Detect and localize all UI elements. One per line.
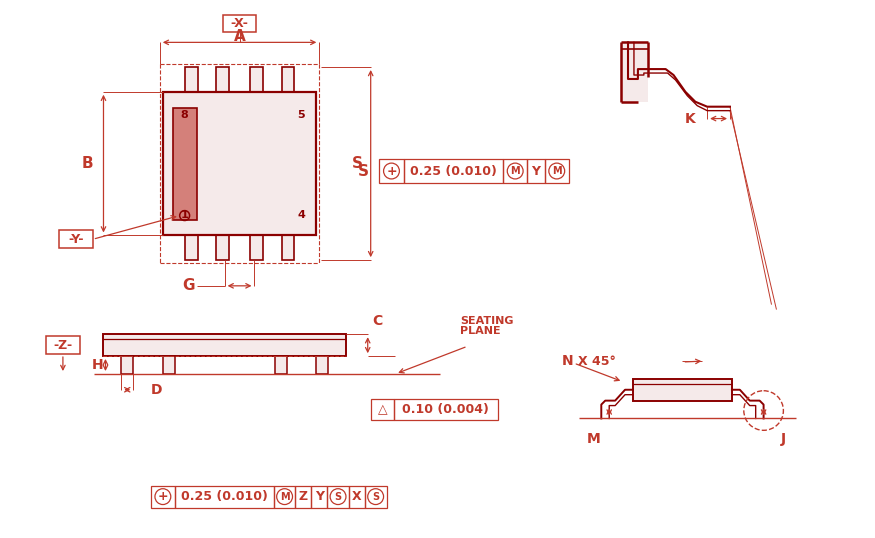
Text: 5: 5: [298, 110, 305, 119]
Text: -Z-: -Z-: [53, 339, 73, 352]
Bar: [122, 356, 133, 374]
Text: J: J: [780, 433, 786, 447]
Bar: [545, 159, 569, 183]
Bar: [621, 43, 648, 102]
Text: X 45°: X 45°: [578, 355, 615, 367]
Text: Y: Y: [531, 165, 541, 178]
Text: -X-: -X-: [231, 17, 248, 30]
Bar: [163, 92, 316, 235]
Bar: [312, 486, 327, 507]
Text: H: H: [92, 358, 103, 372]
Text: M: M: [552, 166, 562, 176]
Bar: [216, 67, 229, 92]
Bar: [316, 356, 328, 374]
Bar: [503, 159, 527, 183]
Bar: [274, 486, 296, 507]
Text: K: K: [684, 111, 696, 125]
Text: 0.10 (0.004): 0.10 (0.004): [402, 403, 489, 416]
Text: S: S: [352, 156, 363, 171]
Text: PLANE: PLANE: [459, 327, 500, 336]
Text: X: X: [352, 490, 361, 503]
Text: 4: 4: [298, 209, 305, 220]
Text: D: D: [151, 383, 163, 397]
Text: M: M: [586, 433, 600, 447]
Text: G: G: [183, 278, 195, 293]
Text: M: M: [510, 166, 520, 176]
Text: -Y-: -Y-: [68, 233, 83, 246]
Bar: [395, 399, 499, 420]
Text: 0.25 (0.010): 0.25 (0.010): [181, 490, 268, 503]
Text: Z: Z: [299, 490, 308, 503]
Bar: [103, 334, 346, 356]
Bar: [185, 235, 198, 260]
Bar: [296, 486, 311, 507]
Bar: [175, 486, 274, 507]
Bar: [59, 230, 93, 248]
Bar: [404, 159, 503, 183]
Text: S: S: [334, 492, 341, 501]
Bar: [282, 235, 295, 260]
Text: M: M: [280, 492, 290, 501]
Bar: [633, 379, 732, 401]
Text: 0.25 (0.010): 0.25 (0.010): [410, 165, 497, 178]
Text: A: A: [234, 29, 246, 44]
Text: △: △: [378, 403, 388, 416]
Text: 8: 8: [181, 110, 188, 119]
Bar: [46, 336, 80, 354]
Bar: [151, 486, 175, 507]
Text: B: B: [82, 156, 94, 171]
Text: +: +: [158, 490, 168, 503]
Bar: [379, 159, 404, 183]
Bar: [163, 356, 175, 374]
Bar: [282, 67, 295, 92]
Bar: [527, 159, 545, 183]
Bar: [371, 399, 395, 420]
Bar: [216, 235, 229, 260]
Bar: [185, 67, 198, 92]
Text: 1: 1: [181, 209, 188, 220]
Bar: [365, 486, 387, 507]
Text: SEATING: SEATING: [459, 316, 514, 327]
Bar: [250, 235, 262, 260]
Bar: [172, 108, 197, 220]
Text: N: N: [562, 354, 574, 368]
Bar: [250, 67, 262, 92]
Text: S: S: [358, 164, 368, 179]
Text: C: C: [373, 314, 383, 328]
Text: +: +: [386, 165, 396, 178]
Bar: [349, 486, 365, 507]
Bar: [327, 486, 349, 507]
Text: S: S: [372, 492, 379, 501]
Text: Y: Y: [315, 490, 324, 503]
Bar: [223, 15, 256, 32]
Bar: [275, 356, 287, 374]
